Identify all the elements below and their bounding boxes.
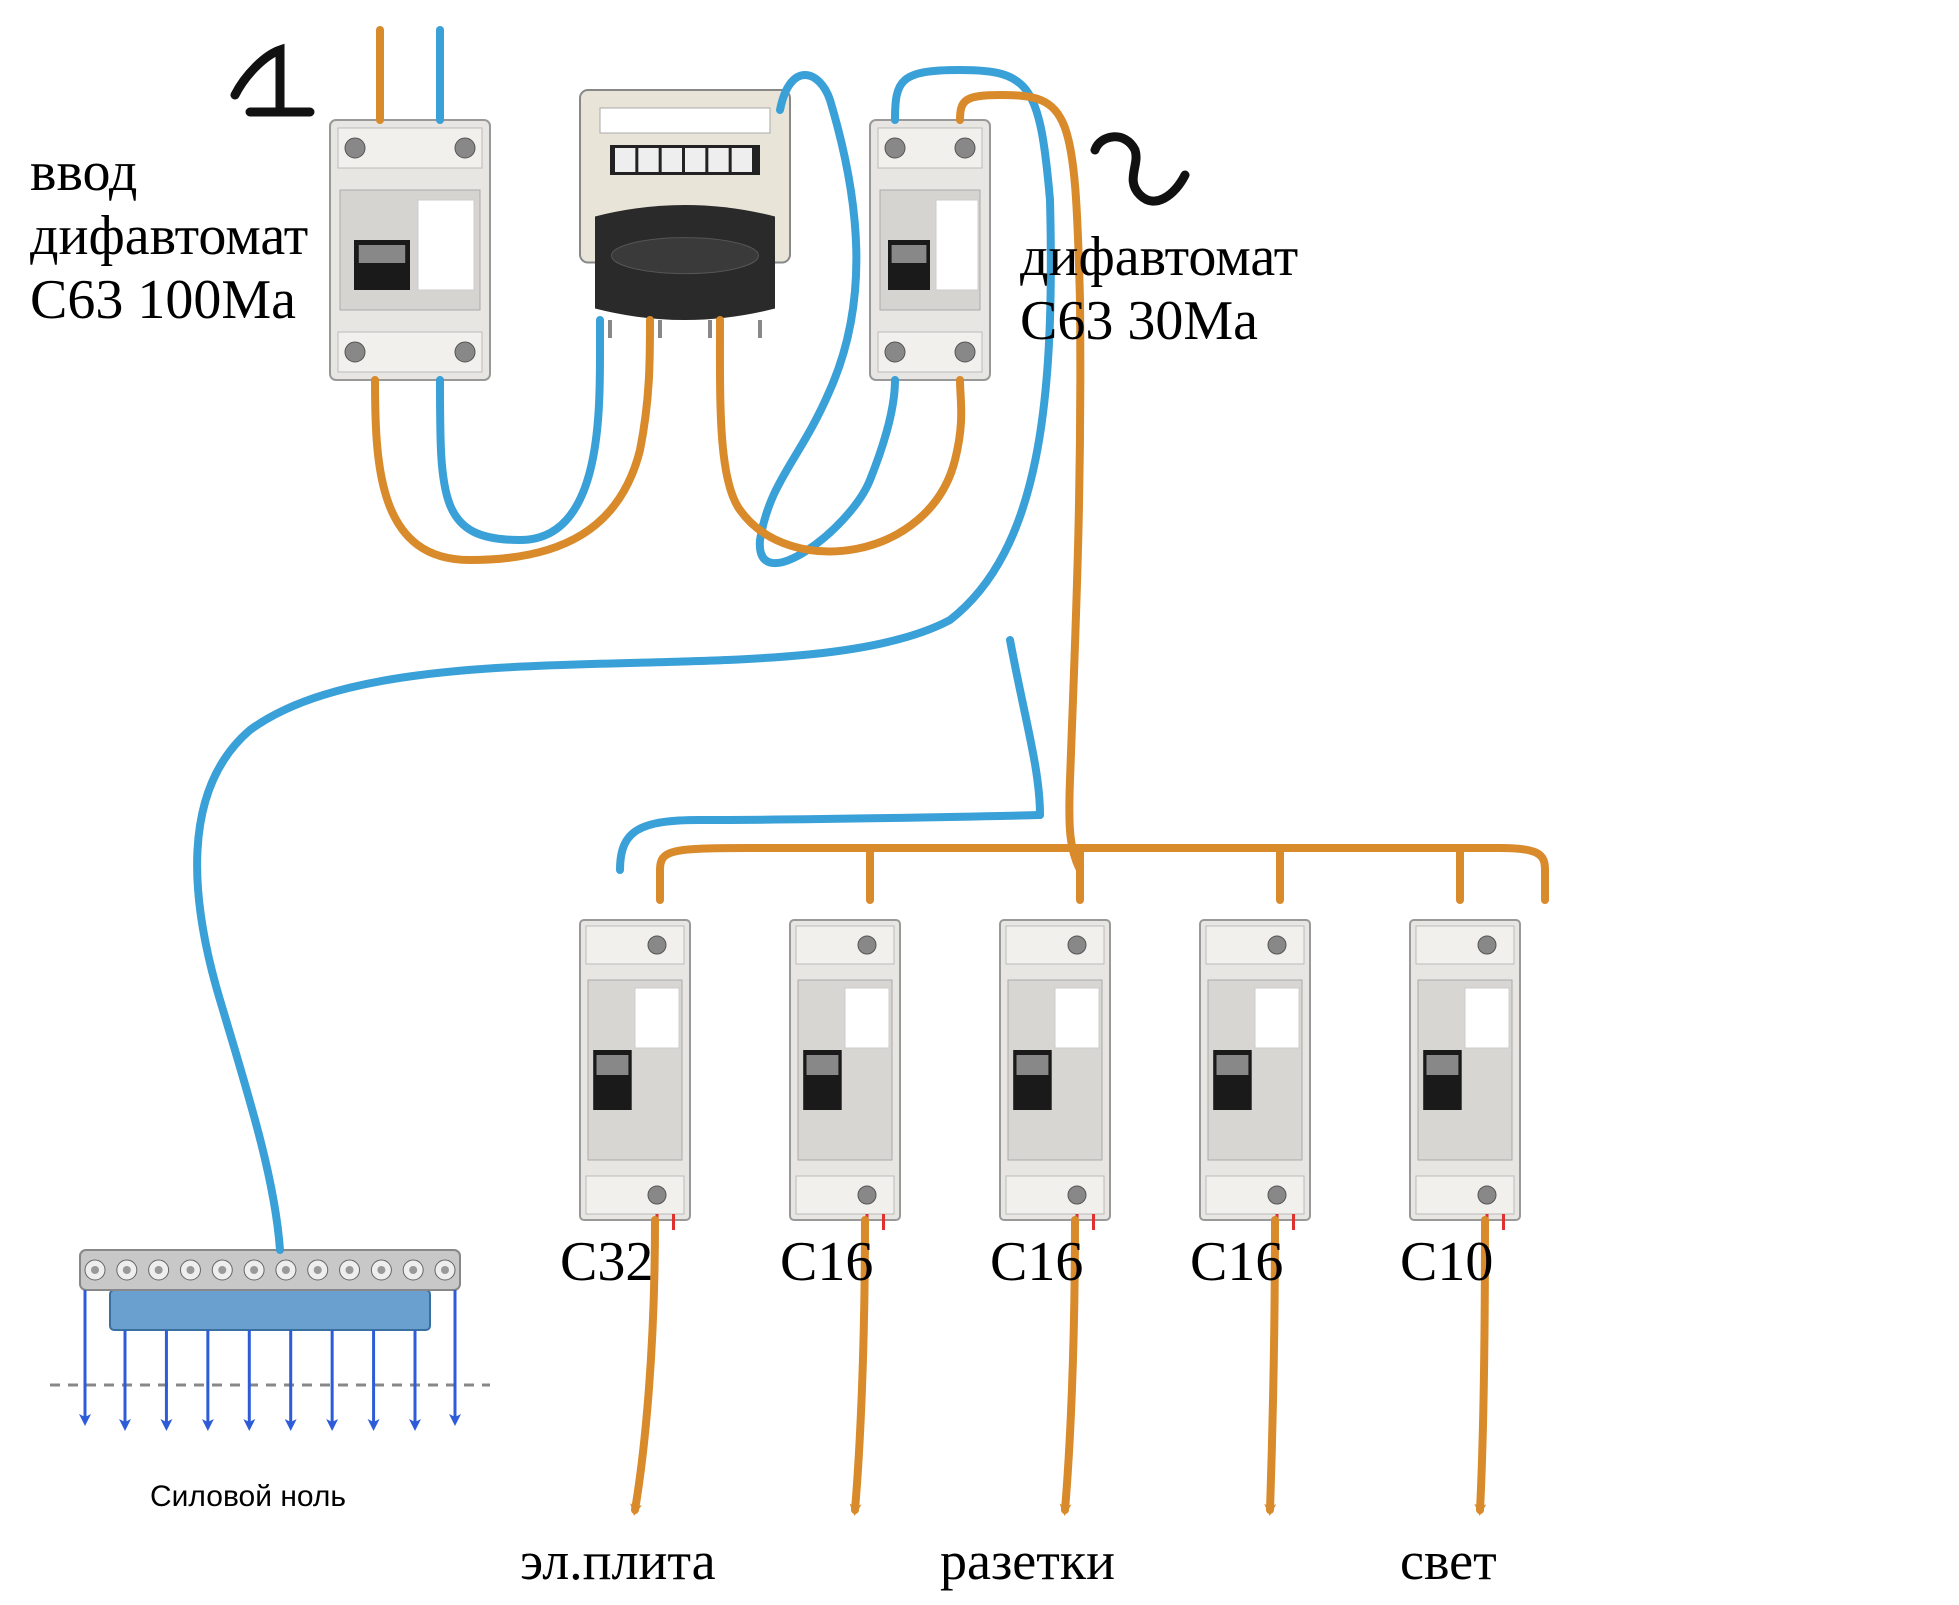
label-out1: эл.плита (520, 1530, 716, 1592)
label-b4: С16 (1190, 1230, 1283, 1294)
label-rcbo2: дифавтомат С63 30Ма (1020, 225, 1298, 353)
label-out2: разетки (940, 1530, 1115, 1592)
wiring-diagram-canvas: ввод дифавтомат С63 100Ма дифавтомат С63 … (0, 0, 1959, 1605)
label-input: ввод дифавтомат С63 100Ма (30, 140, 308, 332)
label-b2: С16 (780, 1230, 873, 1294)
label-b3: С16 (990, 1230, 1083, 1294)
label-out3: свет (1400, 1530, 1497, 1592)
label-b1: С32 (560, 1230, 653, 1294)
label-busbar: Силовой ноль (150, 1480, 346, 1514)
label-b5: С10 (1400, 1230, 1493, 1294)
